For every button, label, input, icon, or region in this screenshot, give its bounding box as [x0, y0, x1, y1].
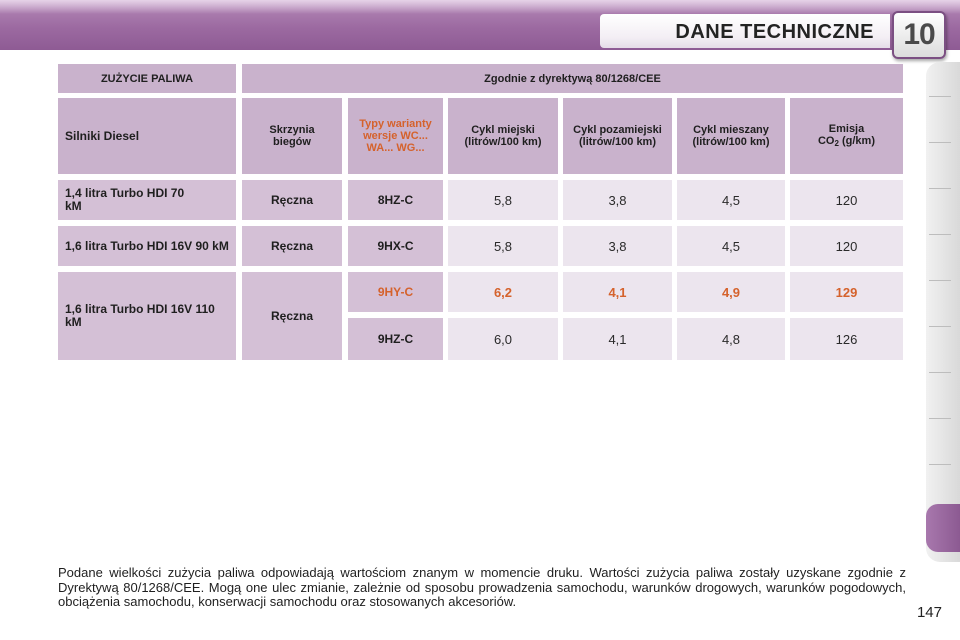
side-tab-divider	[929, 418, 951, 419]
table-row-gearbox: Ręczna	[242, 272, 342, 360]
table-cell-extra-urban: 4,1	[563, 272, 672, 312]
emission-unit-line: CO2 (g/km)	[818, 135, 875, 150]
emission-subscript: 2	[834, 138, 839, 148]
table-row-gearbox: Ręczna	[242, 180, 342, 220]
column-header-emission: Emisja CO2 (g/km)	[790, 98, 903, 174]
table-cell-urban: 5,8	[448, 226, 558, 266]
page-number: 147	[916, 604, 942, 621]
table-cell-extra-urban: 3,8	[563, 226, 672, 266]
page-title: DANE TECHNICZNE	[675, 21, 874, 43]
table-row-engine: 1,6 litra Turbo HDI 16V 110 kM	[58, 272, 236, 360]
table-row-gearbox: Ręczna	[242, 226, 342, 266]
table-cell-combined: 4,5	[677, 180, 785, 220]
side-tab-divider	[929, 372, 951, 373]
table-row-engine: 1,4 litra Turbo HDI 70 kM	[58, 180, 236, 220]
chapter-number: 10	[903, 18, 935, 51]
table-cell-urban: 5,8	[448, 180, 558, 220]
emission-unit: (g/km)	[838, 134, 875, 147]
table-row-type: 9HY-C	[348, 272, 443, 312]
column-header-types: Typy warianty wersje WC... WA... WG...	[348, 98, 443, 174]
column-header-extra-urban-cycle: Cykl pozamiejski (litrów/100 km)	[563, 98, 672, 174]
table-cell-co2: 120	[790, 226, 903, 266]
table-cell-urban: 6,2	[448, 272, 558, 312]
table-cell-co2: 126	[790, 318, 903, 360]
table-cell-combined: 4,8	[677, 318, 785, 360]
fuel-consumption-note: Podane wielkości zużycia paliwa odpowiad…	[58, 565, 906, 609]
table-row-type: 8HZ-C	[348, 180, 443, 220]
side-tab-active[interactable]	[926, 504, 960, 552]
table-cell-urban: 6,0	[448, 318, 558, 360]
side-tab-divider	[929, 142, 951, 143]
column-header-urban-cycle: Cykl miejski (litrów/100 km)	[448, 98, 558, 174]
side-tab-divider	[929, 280, 951, 281]
table-cell-combined: 4,5	[677, 226, 785, 266]
table-row-engine: 1,6 litra Turbo HDI 16V 90 kM	[58, 226, 236, 266]
table-header-directive: Zgodnie z dyrektywą 80/1268/CEE	[242, 64, 903, 93]
side-tab-rail	[926, 62, 960, 562]
emission-co: CO	[817, 134, 835, 147]
emission-label: Emisja	[828, 122, 865, 135]
table-row-type: 9HX-C	[348, 226, 443, 266]
side-tab-divider	[929, 326, 951, 327]
table-row-type: 9HZ-C	[348, 318, 443, 360]
header-title-bar	[600, 14, 890, 48]
header-highlight	[0, 0, 960, 14]
table-cell-co2: 120	[790, 180, 903, 220]
side-tab-divider	[929, 96, 951, 97]
side-tab-divider	[929, 234, 951, 235]
chapter-badge: 10	[892, 11, 946, 59]
table-cell-extra-urban: 4,1	[563, 318, 672, 360]
column-header-combined-cycle: Cykl mieszany (litrów/100 km)	[677, 98, 785, 174]
table-cell-extra-urban: 3,8	[563, 180, 672, 220]
table-cell-combined: 4,9	[677, 272, 785, 312]
column-header-engines: Silniki Diesel	[58, 98, 236, 174]
side-tab-divider	[929, 464, 951, 465]
table-header-fuel-consumption: ZUŻYCIE PALIWA	[58, 64, 236, 93]
table-cell-co2: 129	[790, 272, 903, 312]
column-header-gearbox: Skrzynia biegów	[242, 98, 342, 174]
side-tab-divider	[929, 188, 951, 189]
